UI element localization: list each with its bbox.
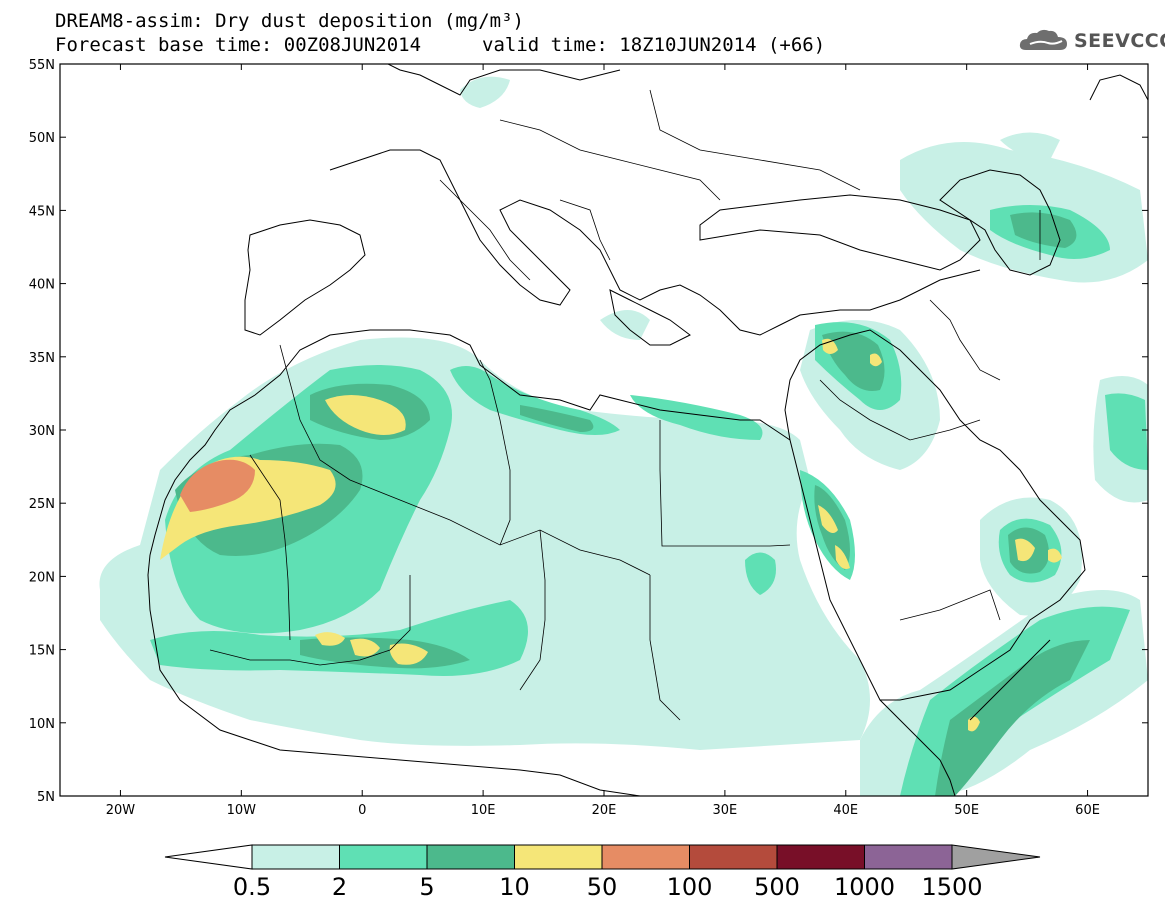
map-plot-area — [99, 64, 1148, 796]
colorbar-segment — [251, 844, 340, 870]
colorbar-label: 1000 — [833, 873, 896, 901]
lat-label: 10N — [29, 717, 55, 732]
lat-label: 45N — [29, 204, 55, 219]
lat-label: 35N — [29, 351, 55, 366]
colorbar-arrow-right — [951, 844, 1041, 870]
lat-label: 15N — [29, 644, 55, 659]
colorbar-label: 2 — [331, 873, 348, 901]
colorbar-segment — [514, 844, 603, 870]
country-borders — [209, 89, 1041, 721]
colorbar-label: 5 — [419, 873, 435, 901]
colorbar-segment — [426, 844, 515, 870]
colorbar-segment — [339, 844, 428, 870]
colorbar-segment — [864, 844, 953, 870]
latitude-axis: 55N 50N 45N 40N 35N 30N 25N 20N 15N 10N 5N — [29, 58, 1148, 805]
colorbar-segment — [689, 844, 778, 870]
coastlines — [147, 64, 1148, 796]
colorbar-label: 10 — [499, 873, 530, 901]
colorbar-segment — [601, 844, 690, 870]
colorbar-label: 500 — [754, 873, 800, 901]
lon-label: 30E — [713, 803, 738, 818]
seevccc-logo: SEEVCCC — [1018, 27, 1165, 55]
longitude-axis: 20W 10W 0 10E 20E 30E 40E 50E 60E — [106, 64, 1100, 818]
lon-label: 0 — [358, 803, 366, 818]
lon-label: 40E — [833, 803, 858, 818]
colorbar-label: 50 — [586, 873, 618, 901]
colorbar-label: 100 — [666, 873, 713, 901]
colorbar-label: 0.5 — [232, 873, 272, 901]
lat-label: 50N — [29, 131, 55, 146]
colorbar — [164, 844, 1041, 870]
lon-label: 60E — [1075, 803, 1100, 818]
forecast-base-time: Forecast base time: 00Z08JUN2014 — [55, 34, 422, 56]
lon-label: 50E — [954, 803, 979, 818]
lat-label: 20N — [29, 570, 55, 585]
lon-label: 20E — [592, 803, 617, 818]
lat-label: 40N — [29, 278, 55, 293]
colorbar-segment — [776, 844, 865, 870]
lon-label: 10E — [471, 803, 496, 818]
cloud-icon — [1019, 29, 1067, 50]
colorbar-label: 1500 — [921, 873, 983, 901]
map-title: DREAM8-assim: Dry dust deposition (mg/m³… — [55, 10, 524, 32]
lat-label: 30N — [29, 424, 55, 439]
lat-label: 5N — [37, 790, 55, 805]
lat-label: 55N — [29, 58, 55, 73]
dust-field-orange — [180, 459, 255, 512]
lon-label: 10W — [227, 803, 257, 818]
lat-label: 25N — [29, 497, 55, 512]
logo-text: SEEVCCC — [1074, 30, 1165, 52]
lon-label: 20W — [106, 803, 136, 818]
colorbar-arrow-left — [164, 844, 253, 870]
valid-time: valid time: 18Z10JUN2014 (+66) — [482, 34, 826, 56]
